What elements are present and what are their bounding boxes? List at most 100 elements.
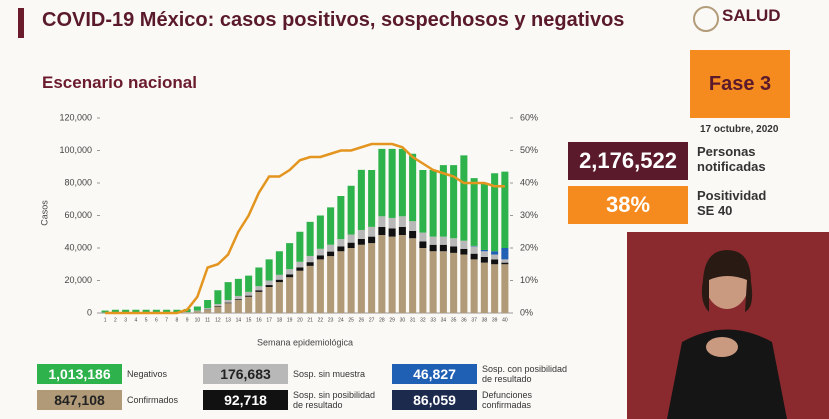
- x-tick-label: 2: [114, 317, 117, 323]
- bar-segment: [378, 148, 386, 217]
- bar-segment: [224, 300, 232, 303]
- bar-segment: [245, 275, 253, 292]
- bar-segment: [286, 243, 294, 270]
- x-tick-label: 3: [124, 317, 127, 323]
- notified-value: 2,176,522: [579, 148, 677, 173]
- phase: Fase 3: [708, 72, 772, 95]
- x-tick-label: 6: [155, 317, 158, 323]
- bar-segment: [152, 309, 160, 313]
- bar-segment: [470, 253, 478, 260]
- subtitle: Escenario nacional: [42, 73, 197, 92]
- y-tick-label: 100,000: [59, 145, 92, 155]
- bar-segment: [419, 170, 427, 233]
- bar-segment: [337, 239, 345, 247]
- notified-label: Personas notificadas: [697, 144, 766, 174]
- y-axis-label: Casos: [39, 200, 49, 226]
- x-tick-label: 8: [175, 317, 178, 323]
- y2-tick-label: 0%: [520, 307, 533, 317]
- bar-segment: [173, 309, 181, 313]
- logo: SALUD: [722, 6, 781, 25]
- x-tick-label: 18: [277, 317, 283, 323]
- bar-segment: [429, 236, 437, 245]
- bar-segment: [275, 279, 283, 283]
- bar-segment: [296, 267, 304, 271]
- bar-segment: [491, 173, 499, 252]
- bar-segment: [245, 291, 253, 296]
- x-tick-label: 24: [338, 317, 344, 323]
- bar-segment: [193, 311, 201, 313]
- bar-segment: [101, 310, 109, 313]
- bar-segment: [193, 306, 201, 311]
- bar-segment: [224, 303, 232, 313]
- x-tick-label: 22: [318, 317, 324, 323]
- y2-tick-label: 40%: [520, 177, 538, 187]
- bar-segment: [378, 235, 386, 313]
- y2-tick-label: 10%: [520, 275, 538, 285]
- bar-segment: [204, 309, 212, 313]
- bar-segment: [347, 185, 355, 235]
- x-tick-label: 16: [256, 317, 262, 323]
- notified-box: 2,176,522: [568, 142, 688, 180]
- x-tick-label: 27: [369, 317, 375, 323]
- interpreter-video: [627, 232, 829, 419]
- bar-segment: [234, 278, 242, 296]
- bar-segment: [347, 248, 355, 313]
- x-tick-label: 35: [451, 317, 457, 323]
- bar-segment: [327, 251, 335, 257]
- bar-segment: [183, 312, 191, 313]
- bar-segment: [286, 277, 294, 313]
- y2-tick-label: 60%: [520, 112, 538, 122]
- bar-segment: [132, 309, 140, 313]
- bar-segment: [388, 148, 396, 218]
- bar-segment: [306, 265, 314, 313]
- bar-segment: [347, 234, 355, 243]
- legend-label: Negativos: [127, 369, 168, 379]
- bar-segment: [480, 256, 488, 263]
- x-tick-label: 23: [328, 317, 334, 323]
- x-axis-label: Semana epidemiológica: [257, 337, 353, 347]
- x-tick-label: 12: [215, 317, 221, 323]
- x-tick-label: 10: [195, 317, 201, 323]
- title-accent: [18, 8, 24, 38]
- y-tick-label: 120,000: [59, 112, 92, 122]
- bar-segment: [398, 235, 406, 313]
- bar-segment: [296, 261, 304, 268]
- y2-tick-label: 50%: [520, 145, 538, 155]
- positivity-value: 38%: [605, 192, 651, 217]
- legend-total: 1,013,186: [37, 364, 122, 384]
- legend-label: Confirmados: [127, 395, 179, 405]
- bar-segment: [450, 238, 458, 247]
- bar-segment: [316, 259, 324, 313]
- bar-segment: [368, 226, 376, 237]
- interpreter-hands: [706, 337, 738, 357]
- interpreter-body: [667, 329, 787, 419]
- bar-segment: [255, 290, 263, 292]
- legend-label: Sosp. sin posibilidad de resultado: [293, 390, 376, 410]
- x-tick-label: 36: [461, 317, 467, 323]
- x-tick-label: 30: [400, 317, 406, 323]
- positivity-line: [105, 142, 505, 315]
- bar-segment: [265, 287, 273, 313]
- bar-segment: [429, 170, 437, 237]
- phase-box: Fase 3: [690, 50, 790, 118]
- bar-segment: [357, 169, 365, 230]
- x-tick-label: 21: [307, 317, 313, 323]
- bar-segment: [255, 291, 263, 313]
- interpreter-hair: [701, 250, 753, 312]
- bar-segment: [470, 246, 478, 254]
- bar-segment: [450, 252, 458, 313]
- bar-segment: [501, 264, 509, 313]
- bar-segment: [460, 155, 468, 241]
- legend-label: Sosp. con posibilidad de resultado: [482, 364, 568, 384]
- bar-segment: [296, 270, 304, 313]
- positivity-box: 38%: [568, 186, 688, 224]
- bar-segment: [234, 299, 242, 300]
- x-tick-label: 38: [482, 317, 488, 323]
- bar-segment: [491, 251, 499, 255]
- bar-segment: [337, 246, 345, 252]
- x-tick-label: 25: [348, 317, 354, 323]
- bar-segment: [337, 251, 345, 313]
- bar-segment: [470, 178, 478, 246]
- bar-segment: [347, 242, 355, 248]
- bar-segment: [234, 300, 242, 313]
